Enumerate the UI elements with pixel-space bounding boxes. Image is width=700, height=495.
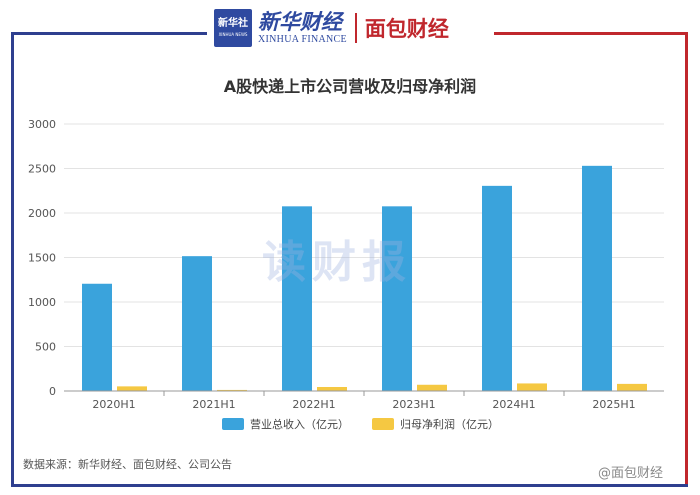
weibo-watermark: @面包财经 bbox=[598, 466, 664, 481]
profit-bar bbox=[417, 384, 447, 391]
x-tick-label: 2025H1 bbox=[592, 398, 635, 411]
mianbao-finance-brand: 面包财经 bbox=[364, 17, 449, 41]
profit-bar bbox=[217, 389, 247, 391]
xinhua-logo: 新华社 XINHUA NEWS bbox=[214, 9, 252, 47]
profit-bar bbox=[117, 386, 147, 391]
x-tick-label: 2023H1 bbox=[392, 398, 435, 411]
frame-left-border bbox=[11, 32, 14, 487]
chart-title: A股快递上市公司营收及归母净利润 bbox=[223, 77, 477, 96]
revenue-bar bbox=[82, 283, 112, 391]
watermark-text: 读财报 bbox=[262, 237, 412, 288]
legend-label-profit: 归母净利润（亿元） bbox=[400, 417, 499, 431]
y-tick-label: 2000 bbox=[28, 207, 56, 220]
y-tick-label: 2500 bbox=[28, 163, 56, 176]
xinhua-finance-brand: 新华财经 XINHUA FINANCE bbox=[258, 10, 347, 46]
revenue-bar bbox=[282, 206, 312, 391]
revenue-bar bbox=[182, 256, 212, 391]
frame-right-border bbox=[685, 32, 688, 487]
revenue-bar bbox=[582, 165, 612, 391]
legend-swatch-profit bbox=[372, 418, 394, 430]
y-tick-label: 1000 bbox=[28, 296, 56, 309]
y-tick-label: 3000 bbox=[28, 118, 56, 131]
profit-bar bbox=[517, 383, 547, 391]
revenue-bar bbox=[482, 185, 512, 391]
xinhua-logo-subtext: XINHUA NEWS bbox=[218, 32, 248, 37]
frame-top-right-border bbox=[494, 32, 688, 35]
legend-label-revenue: 营业总收入（亿元） bbox=[250, 417, 349, 431]
y-tick-label: 0 bbox=[49, 385, 56, 398]
xinhua-finance-en: XINHUA FINANCE bbox=[258, 34, 347, 45]
profit-bar bbox=[617, 383, 647, 391]
frame-top-left-border bbox=[11, 32, 207, 35]
x-tick-label: 2021H1 bbox=[192, 398, 235, 411]
y-tick-label: 500 bbox=[35, 341, 56, 354]
profit-bar bbox=[317, 386, 347, 391]
frame-bottom-border bbox=[11, 484, 688, 487]
source-note: 数据来源：新华财经、面包财经、公司公告 bbox=[23, 458, 232, 471]
x-tick-label: 2022H1 bbox=[292, 398, 335, 411]
x-tick-label: 2024H1 bbox=[492, 398, 535, 411]
revenue-bar bbox=[382, 206, 412, 391]
brand-separator bbox=[354, 13, 357, 43]
header-logos: 新华社 XINHUA NEWS 新华财经 XINHUA FINANCE 面包财经 bbox=[214, 6, 490, 50]
y-tick-label: 1500 bbox=[28, 252, 56, 265]
legend-swatch-revenue bbox=[222, 418, 244, 430]
xinhua-logo-text: 新华社 bbox=[218, 18, 248, 29]
x-tick-label: 2020H1 bbox=[92, 398, 135, 411]
xinhua-finance-cn: 新华财经 bbox=[258, 9, 342, 34]
